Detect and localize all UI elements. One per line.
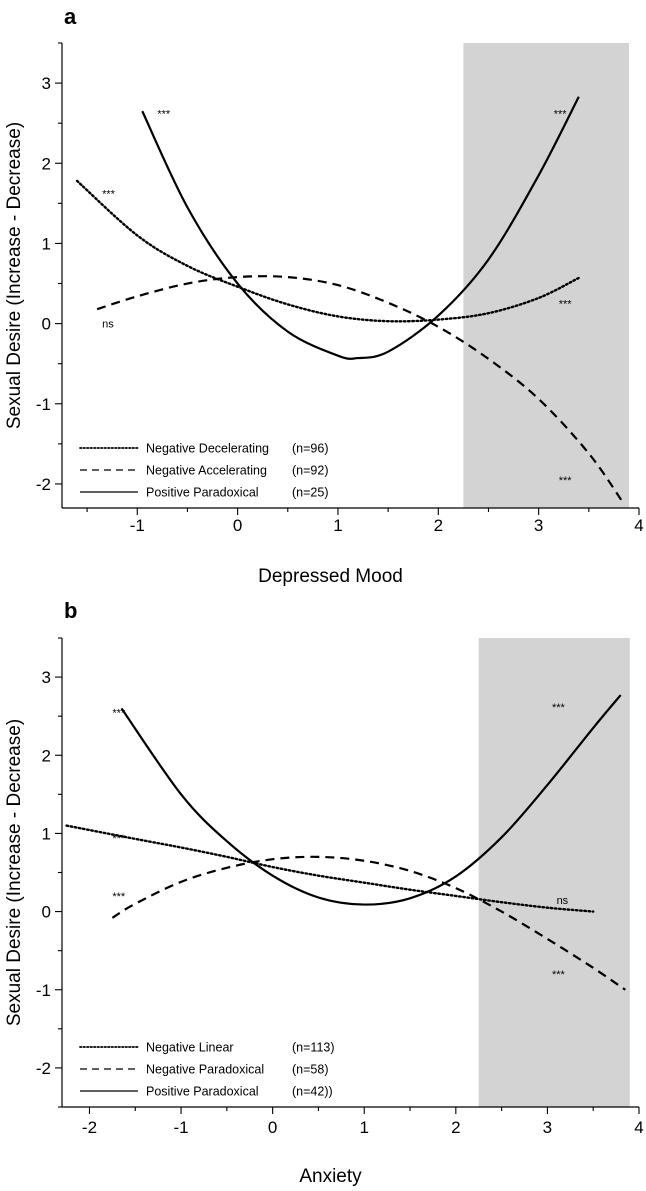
- y-tick-label: 1: [42, 234, 51, 253]
- legend-n-label: (n=113): [292, 1041, 335, 1055]
- series-line-solid: [120, 694, 622, 906]
- legend-n-label: (n=58): [292, 1063, 328, 1077]
- x-tick-label: 0: [233, 516, 242, 535]
- legend-label: Positive Paradoxical: [146, 1085, 259, 1099]
- significance-label: ***: [559, 299, 573, 311]
- shaded-region: [478, 638, 630, 1107]
- y-tick-label: -1: [36, 981, 51, 1000]
- legend-label: Positive Paradoxical: [146, 486, 259, 500]
- legend-label: Negative Linear: [146, 1041, 234, 1055]
- legend-label: Negative Decelerating: [146, 442, 269, 456]
- significance-label: ns: [102, 319, 114, 331]
- y-axis-title: Sexual Desire (Increase - Decrease): [4, 122, 25, 429]
- significance-label: ***: [552, 969, 566, 981]
- significance-label: ***: [112, 833, 126, 845]
- x-axis-title: Depressed Mood: [258, 566, 403, 587]
- y-tick-label: -1: [36, 395, 51, 414]
- series-line-dashed: [111, 855, 626, 991]
- x-tick-label: -1: [130, 516, 145, 535]
- legend-n-label: (n=42)): [292, 1085, 333, 1099]
- x-tick-label: 1: [360, 1118, 369, 1137]
- series-line-dotted: [65, 824, 595, 913]
- x-tick-label: 2: [434, 516, 443, 535]
- y-axis-title: Sexual Desire (Increase - Decrease): [4, 719, 25, 1026]
- x-tick-label: 4: [634, 516, 643, 535]
- y-tick-label: 0: [42, 903, 51, 922]
- x-tick-label: 3: [543, 1118, 552, 1137]
- panel-b: -2 -1 0 1 2 3 -2 -1 0 1 2 3 4 Anxiety Sexual Desire (I…: [4, 598, 644, 1187]
- significance-label: ***: [102, 189, 116, 201]
- x-tick-label: -2: [82, 1118, 97, 1137]
- series-line-solid: [141, 96, 580, 360]
- y-tick-label: 0: [42, 315, 51, 334]
- panel-letter: b: [64, 598, 77, 623]
- y-tick-label: 3: [42, 74, 51, 93]
- series-line-dashed: [96, 275, 625, 505]
- significance-label: ***: [554, 109, 568, 121]
- panel-a: -2 -1 0 1 2 3 -1 0 1 2 3 4 Depressed Mood Sexual Desi…: [4, 4, 644, 587]
- significance-label: ns: [557, 895, 569, 907]
- significance-label: ***: [157, 109, 171, 121]
- legend-n-label: (n=25): [292, 486, 328, 500]
- y-tick-label: 2: [42, 154, 51, 173]
- significance-label: ***: [552, 702, 566, 714]
- x-tick-label: -1: [174, 1118, 189, 1137]
- x-axis-title: Anxiety: [299, 1166, 362, 1187]
- panel-letter: a: [64, 4, 77, 29]
- x-tick-label: 3: [534, 516, 543, 535]
- y-tick-label: 2: [42, 746, 51, 765]
- y-tick-label: -2: [36, 475, 51, 494]
- x-tick-label: 0: [268, 1118, 277, 1137]
- y-tick-label: 1: [42, 824, 51, 843]
- series-line-dotted: [75, 179, 580, 323]
- significance-label: ***: [559, 475, 573, 487]
- legend-n-label: (n=92): [292, 464, 328, 478]
- x-tick-label: 4: [634, 1118, 643, 1137]
- significance-label: ***: [112, 891, 126, 903]
- legend-label: Negative Accelerating: [146, 464, 267, 478]
- legend-label: Negative Paradoxical: [146, 1063, 264, 1077]
- x-tick-label: 1: [333, 516, 342, 535]
- y-tick-label: -2: [36, 1059, 51, 1078]
- legend-n-label: (n=96): [292, 442, 328, 456]
- y-tick-label: 3: [42, 668, 51, 687]
- shaded-region: [463, 43, 629, 508]
- significance-label: ***: [112, 707, 126, 719]
- x-tick-label: 2: [451, 1118, 460, 1137]
